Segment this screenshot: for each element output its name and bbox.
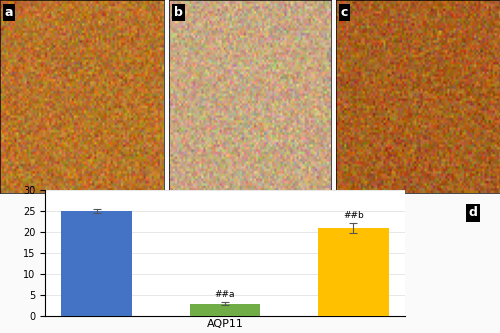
Text: d: d <box>468 206 477 219</box>
Bar <box>318 228 388 316</box>
Text: ##b: ##b <box>343 211 363 220</box>
Text: c: c <box>340 6 348 19</box>
Bar <box>62 211 132 316</box>
X-axis label: AQP11: AQP11 <box>206 319 244 329</box>
Text: ##a: ##a <box>214 290 235 299</box>
Text: a: a <box>5 6 14 19</box>
Text: b: b <box>174 6 182 19</box>
Bar <box>190 304 260 316</box>
